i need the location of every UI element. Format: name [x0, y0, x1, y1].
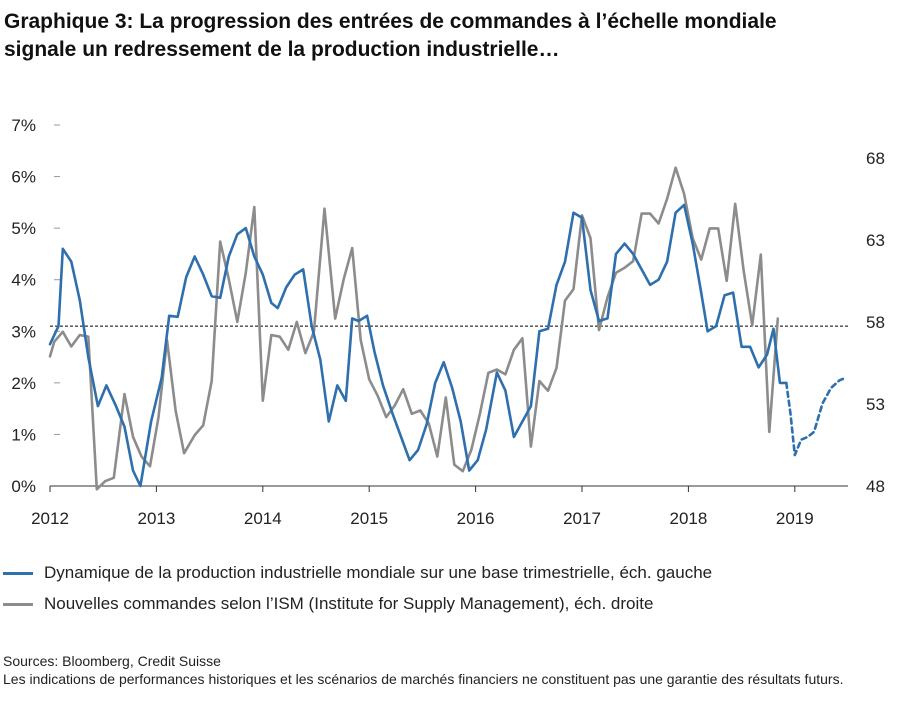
y-left-tick-label: 3%	[11, 322, 36, 341]
legend-swatch-production	[3, 572, 33, 575]
y-left-tick-label: 4%	[11, 271, 36, 290]
x-tick-label: 2014	[244, 509, 282, 528]
x-tick-label: 2016	[457, 509, 495, 528]
legend-label-production: Dynamique de la production industrielle …	[44, 563, 713, 582]
legend-item-production: Dynamique de la production industrielle …	[0, 561, 898, 585]
legend-swatch-ism	[3, 603, 33, 606]
y-left-tick-label: 5%	[11, 219, 36, 238]
legend-label-ism: Nouvelles commandes selon l’ISM (Institu…	[44, 594, 654, 613]
chart-title-line-2: signale un redressement de la production…	[4, 38, 560, 61]
y-left-tick-label: 7%	[11, 116, 36, 135]
footer: Sources: Bloomberg, Credit Suisse Les in…	[3, 652, 893, 688]
y-right-tick-label: 58	[866, 313, 885, 332]
y-right-tick-label: 53	[866, 395, 885, 414]
series-line-production	[48, 203, 788, 488]
y-right-tick-label: 48	[866, 477, 885, 496]
disclaimer-note: Les indications de performances historiq…	[3, 671, 844, 687]
x-tick-label: 2015	[350, 509, 388, 528]
x-tick-label: 2013	[137, 509, 175, 528]
y-left-tick-label: 1%	[11, 425, 36, 444]
y-left-tick-label: 0%	[11, 477, 36, 496]
chart-title-line-1: Graphique 3: La progression des entrées …	[4, 10, 777, 33]
y-left-tick-label: 2%	[11, 374, 36, 393]
x-tick-label: 2018	[669, 509, 707, 528]
series-line-production-forecast	[784, 376, 848, 457]
y-right-tick-label: 63	[866, 231, 885, 250]
y-left-tick-label: 6%	[11, 168, 36, 187]
x-tick-label: 2019	[776, 509, 814, 528]
y-right-tick-label: 68	[866, 149, 885, 168]
line-chart: 0% 1% 2% 3% 4% 5% 6% 7% 48 53 58 63 68 2012 2013 2014 20…	[11, 116, 885, 528]
legend-item-ism: Nouvelles commandes selon l’ISM (Institu…	[0, 592, 898, 616]
x-tick-label: 2012	[31, 509, 69, 528]
chart-title: Graphique 3: La progression des entrées …	[4, 8, 894, 64]
x-tick-label: 2017	[563, 509, 601, 528]
sources-note: Sources: Bloomberg, Credit Suisse	[3, 653, 221, 669]
series-line-ism	[48, 166, 780, 491]
